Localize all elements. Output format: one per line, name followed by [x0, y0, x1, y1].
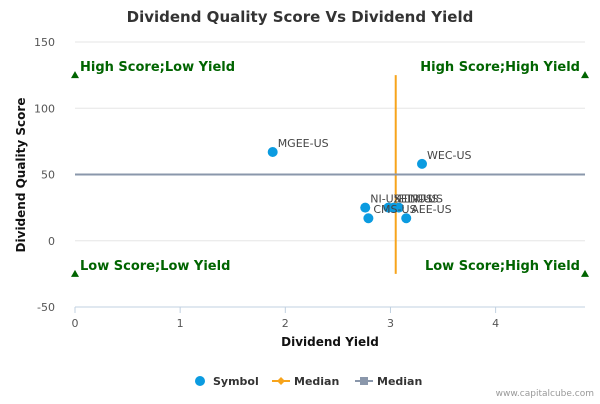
x-axis-label: Dividend Yield	[281, 335, 379, 349]
y-tick-label: 150	[34, 36, 55, 49]
data-point-label: WEC-US	[427, 149, 472, 162]
data-point-label: CMS-US	[373, 203, 416, 216]
median-lines	[75, 75, 585, 274]
legend-median-label: Median	[294, 375, 339, 388]
legend-symbol-marker	[195, 376, 205, 386]
data-point[interactable]	[393, 202, 404, 213]
x-tick-label: 2	[282, 317, 289, 330]
data-point[interactable]	[363, 213, 374, 224]
x-tick-label: 3	[387, 317, 394, 330]
quadrant-marker-icon	[581, 269, 589, 277]
quadrant-marker-icon	[581, 71, 589, 79]
y-tick-label: 50	[41, 169, 55, 182]
chart-title: Dividend Quality Score Vs Dividend Yield	[127, 8, 474, 26]
quadrant-marker-icon	[71, 269, 79, 277]
y-tick-label: 100	[34, 102, 55, 115]
quadrant-marker-icon	[71, 71, 79, 79]
y-tick-label: 0	[48, 235, 55, 248]
legend-item-median-horizontal[interactable]: Median	[355, 375, 422, 388]
y-tick-label: -50	[37, 301, 55, 314]
legend-item-symbol[interactable]: Symbol	[195, 375, 259, 388]
legend: Symbol Median Median	[195, 375, 422, 388]
data-point-label: AEE-US	[411, 203, 451, 216]
quadrant-label: Low Score;High Yield	[425, 259, 580, 274]
quadrant-label: High Score;High Yield	[420, 60, 580, 75]
legend-median-diamond	[277, 377, 285, 385]
data-point-label: LNT-US	[404, 193, 443, 206]
quadrant-labels: High Score;Low Yield High Score;High Yiel…	[71, 60, 589, 277]
data-point[interactable]	[267, 146, 278, 157]
data-point[interactable]	[417, 158, 428, 169]
quadrant-label: High Score;Low Yield	[80, 60, 235, 75]
x-tick-label: 0	[72, 317, 79, 330]
x-tick-label: 1	[177, 317, 184, 330]
legend-item-median-vertical[interactable]: Median	[272, 375, 339, 388]
quadrant-label: Low Score;Low Yield	[80, 259, 230, 274]
data-point-label: MGEE-US	[278, 137, 329, 150]
data-point-label: NI-US	[370, 193, 400, 206]
x-tick-label: 4	[492, 317, 499, 330]
legend-median-label: Median	[377, 375, 422, 388]
y-axis-label: Dividend Quality Score	[14, 98, 28, 253]
data-point-label: ETR-US	[399, 193, 439, 206]
point-labels: MGEE-US WEC-US NI-USCMS-USXEL-USETR-USLNT-…	[278, 137, 472, 216]
legend-median-square	[360, 377, 368, 385]
data-points	[267, 146, 428, 224]
credit-text: www.capitalcube.com	[496, 389, 594, 399]
data-point-label: XEL-US	[393, 193, 432, 206]
axes: -50 0 50 100 150 0 1 2 3 4	[34, 36, 585, 330]
legend-symbol-label: Symbol	[213, 375, 259, 388]
data-point[interactable]	[360, 202, 371, 213]
data-point[interactable]	[401, 213, 412, 224]
